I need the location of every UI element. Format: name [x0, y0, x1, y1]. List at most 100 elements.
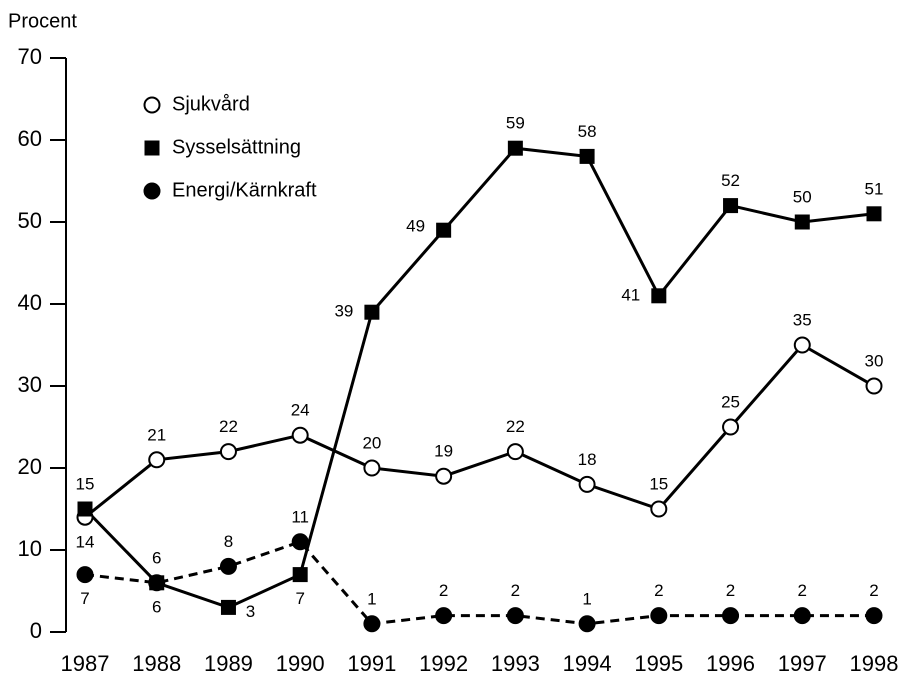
marker [363, 459, 381, 477]
x-tick-label: 1988 [132, 651, 181, 676]
series-line [83, 146, 875, 610]
marker [793, 607, 811, 625]
marker [77, 501, 93, 517]
data-label: 3 [246, 602, 255, 621]
data-label: 52 [721, 171, 740, 190]
data-label: 2 [798, 581, 807, 600]
x-tick-label: 1998 [850, 651, 899, 676]
marker [866, 206, 882, 222]
marker [723, 198, 739, 214]
data-label: 24 [291, 401, 310, 420]
marker [219, 443, 237, 461]
data-label: 35 [793, 310, 812, 329]
marker [364, 304, 380, 320]
data-label: 39 [334, 302, 353, 321]
series-line [84, 540, 874, 626]
legend-label: Sysselsättning [172, 136, 301, 158]
y-tick-label: 40 [18, 290, 42, 315]
data-label: 2 [726, 581, 735, 600]
data-label: 22 [219, 417, 238, 436]
x-tick-label: 1995 [634, 651, 683, 676]
series-line [84, 343, 875, 519]
data-label: 21 [147, 425, 166, 444]
data-label: 7 [295, 589, 304, 608]
marker [794, 214, 810, 230]
y-tick-label: 30 [18, 372, 42, 397]
y-tick-label: 70 [18, 44, 42, 69]
marker [144, 140, 160, 156]
y-tick-label: 0 [30, 618, 42, 643]
data-label: 25 [721, 392, 740, 411]
data-label: 1 [367, 589, 376, 608]
marker [650, 500, 668, 518]
data-label: 50 [793, 187, 812, 206]
legend-label: Energi/Kärnkraft [172, 179, 317, 201]
marker [143, 182, 161, 200]
marker [148, 451, 166, 469]
data-label: 15 [76, 474, 95, 493]
data-label: 6 [152, 548, 161, 567]
y-axis-label: Procent [8, 10, 77, 32]
data-label: 7 [80, 589, 89, 608]
data-label: 18 [578, 450, 597, 469]
marker [722, 607, 740, 625]
data-label: 51 [865, 179, 884, 198]
marker [865, 607, 883, 625]
data-label: 41 [621, 285, 640, 304]
data-label: 2 [439, 581, 448, 600]
marker [865, 377, 883, 395]
y-tick-label: 60 [18, 126, 42, 151]
data-label: 19 [434, 442, 453, 461]
marker [650, 607, 668, 625]
marker [291, 533, 309, 551]
marker [578, 475, 596, 493]
legend-label: Sjukvård [172, 93, 250, 115]
marker [220, 599, 236, 615]
marker [219, 557, 237, 575]
data-label: 22 [506, 417, 525, 436]
marker [506, 607, 524, 625]
data-label: 2 [869, 581, 878, 600]
marker [435, 607, 453, 625]
x-tick-label: 1993 [491, 651, 540, 676]
marker [363, 615, 381, 633]
x-tick-label: 1997 [778, 651, 827, 676]
marker [148, 574, 166, 592]
marker [291, 426, 309, 444]
marker [76, 566, 94, 584]
marker [651, 288, 667, 304]
x-tick-label: 1992 [419, 651, 468, 676]
data-label: 59 [506, 114, 525, 133]
x-tick-label: 1994 [563, 651, 612, 676]
data-label: 49 [406, 217, 425, 236]
marker [436, 222, 452, 238]
marker [722, 418, 740, 436]
data-label: 8 [224, 532, 233, 551]
x-tick-label: 1987 [61, 651, 110, 676]
data-label: 15 [649, 474, 668, 493]
marker [143, 96, 161, 114]
y-tick-label: 10 [18, 536, 42, 561]
data-label: 20 [362, 433, 381, 452]
data-label: 6 [152, 597, 161, 616]
marker [506, 443, 524, 461]
x-tick-label: 1989 [204, 651, 253, 676]
y-tick-label: 50 [18, 208, 42, 233]
marker [793, 336, 811, 354]
x-tick-label: 1991 [347, 651, 396, 676]
data-label: 2 [654, 581, 663, 600]
data-label: 14 [76, 533, 95, 552]
data-label: 1 [582, 589, 591, 608]
marker [507, 140, 523, 156]
data-label: 11 [291, 507, 309, 526]
x-tick-label: 1990 [276, 651, 325, 676]
marker [579, 148, 595, 164]
data-label: 2 [511, 581, 520, 600]
y-tick-label: 20 [18, 454, 42, 479]
marker [292, 567, 308, 583]
marker [578, 615, 596, 633]
x-tick-label: 1996 [706, 651, 755, 676]
data-label: 30 [865, 351, 884, 370]
marker [435, 467, 453, 485]
